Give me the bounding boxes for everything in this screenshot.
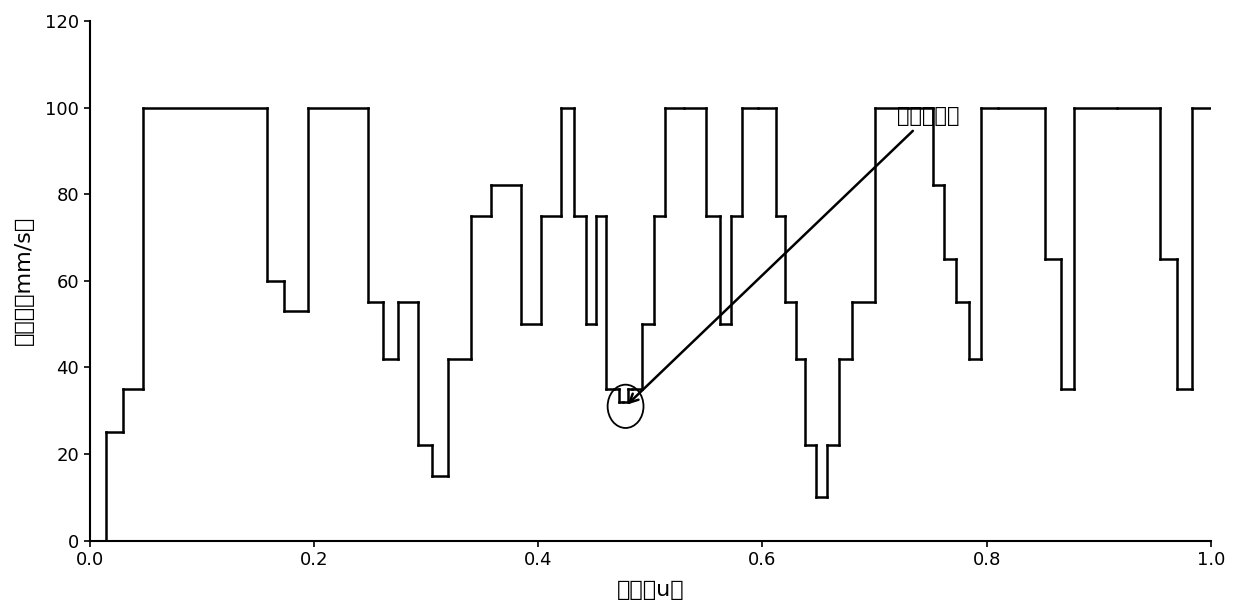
Y-axis label: 进给率（mm/s）: 进给率（mm/s） — [14, 216, 33, 345]
X-axis label: 参数（u）: 参数（u） — [617, 580, 684, 600]
Text: 修正进给率: 修正进给率 — [629, 106, 959, 402]
